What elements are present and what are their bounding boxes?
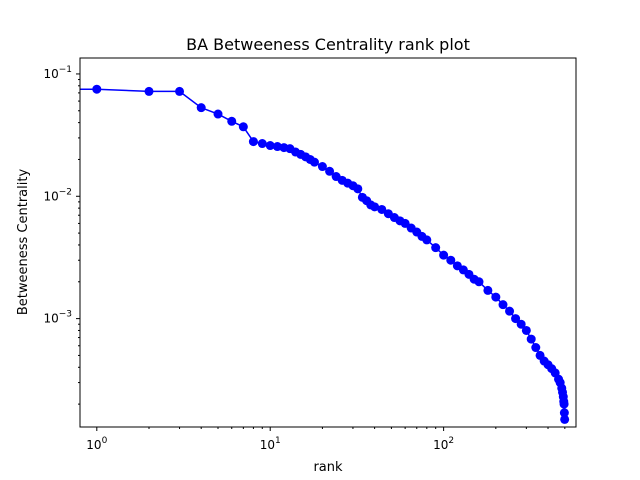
data-point <box>498 300 508 310</box>
data-point <box>521 325 531 335</box>
data-point <box>309 157 319 167</box>
data-point <box>505 306 515 316</box>
plot-area <box>80 84 570 424</box>
y-tick-label: 10−2 <box>43 187 72 203</box>
data-point <box>370 202 380 212</box>
data-point <box>511 314 521 324</box>
y-tick-label: 10−3 <box>43 310 72 326</box>
data-point <box>560 414 570 424</box>
data-point <box>439 250 449 260</box>
data-point <box>238 122 248 132</box>
x-axis-label: rank <box>313 460 343 475</box>
data-point <box>144 86 154 96</box>
data-point <box>531 343 541 353</box>
data-point <box>248 137 258 147</box>
data-point <box>422 235 432 245</box>
data-point <box>559 408 569 418</box>
y-tick-label: 10−1 <box>43 65 72 81</box>
series-line <box>80 88 566 420</box>
data-point <box>483 285 493 295</box>
data-point <box>353 184 363 194</box>
x-tick-label: 100 <box>86 436 107 452</box>
data-point <box>92 84 102 94</box>
data-point <box>257 139 267 149</box>
data-point <box>317 162 327 172</box>
data-point <box>196 103 206 113</box>
data-point <box>377 204 387 214</box>
axis-ticks: 100 101 102 10−3 10−2 10−1 <box>43 65 566 452</box>
x-tick-label: 102 <box>433 436 454 452</box>
data-point <box>446 255 456 265</box>
y-axis-label: Betweeness Centrality <box>16 169 31 316</box>
data-point <box>559 399 569 409</box>
data-point <box>175 86 185 96</box>
axes-frame <box>79 57 577 428</box>
data-point <box>265 141 275 151</box>
data-point <box>227 116 237 126</box>
chart-title: BA Betweeness Centrality rank plot <box>186 35 470 54</box>
data-point <box>526 334 536 344</box>
x-tick-label: 101 <box>260 436 281 452</box>
data-point <box>213 109 223 119</box>
data-point <box>431 243 441 253</box>
data-point <box>491 292 501 302</box>
data-point <box>516 319 526 329</box>
data-point <box>474 277 484 287</box>
data-point <box>325 166 335 176</box>
